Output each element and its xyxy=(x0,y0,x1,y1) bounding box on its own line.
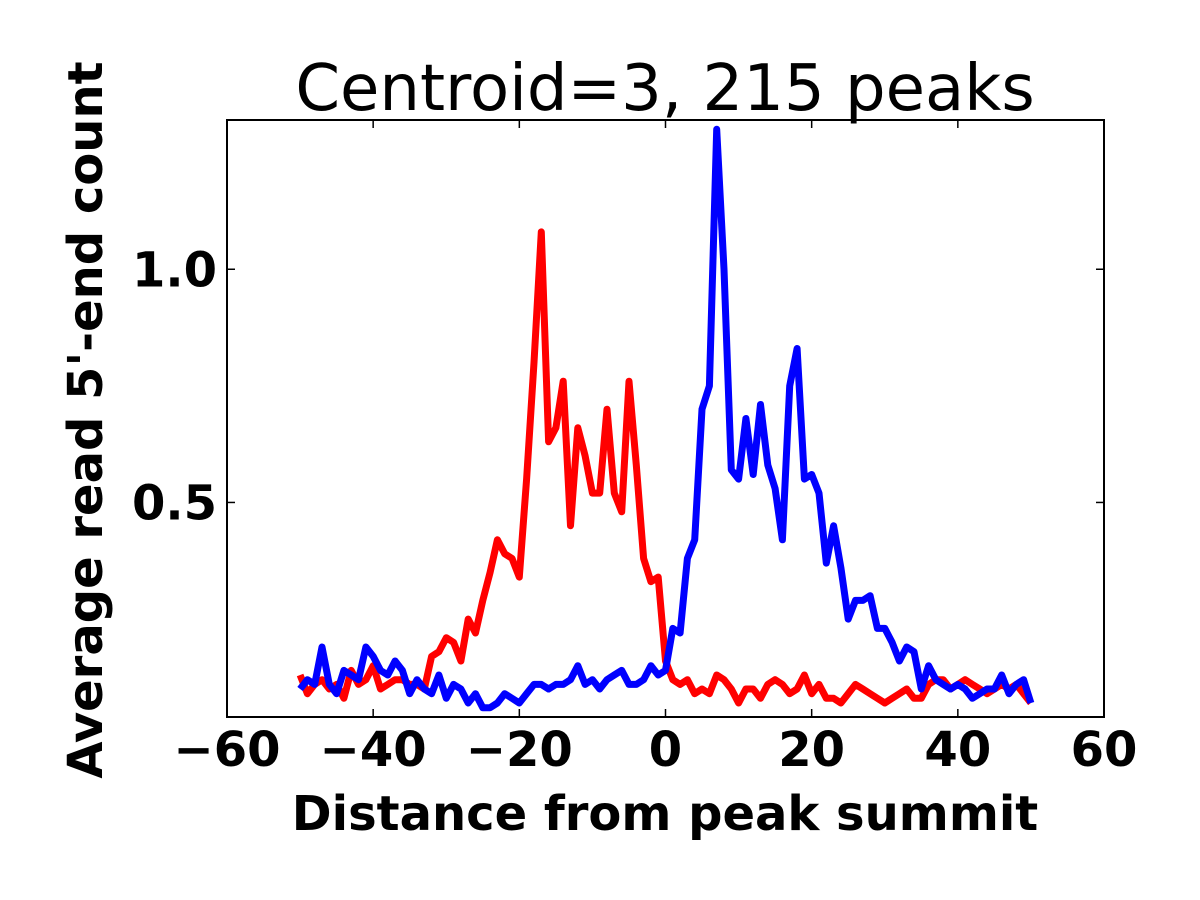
y-tick-label: 0.5 xyxy=(132,475,217,531)
x-tick-label: −20 xyxy=(466,722,573,778)
x-tick-label: 60 xyxy=(1071,722,1138,778)
x-tick-label: −40 xyxy=(320,722,427,778)
series-line-1 xyxy=(296,228,1034,707)
series-layer xyxy=(296,125,1035,712)
x-tick-label: 40 xyxy=(924,722,991,778)
y-tick-label: 1.0 xyxy=(132,242,217,298)
x-tick-label: 0 xyxy=(649,722,682,778)
x-tick-label: −60 xyxy=(173,722,280,778)
x-tick-label: 20 xyxy=(778,722,845,778)
x-axis-label: Distance from peak summit xyxy=(292,786,1038,842)
y-axis-label: Average read 5'-end count xyxy=(58,61,114,778)
tick-layer: −60 −40 −20 0 20 40 60 0.5 1.0 xyxy=(132,120,1137,778)
plot-frame xyxy=(226,119,1105,718)
chart-title: Centroid=3, 215 peaks xyxy=(295,52,1034,126)
series-line-2 xyxy=(297,125,1035,712)
